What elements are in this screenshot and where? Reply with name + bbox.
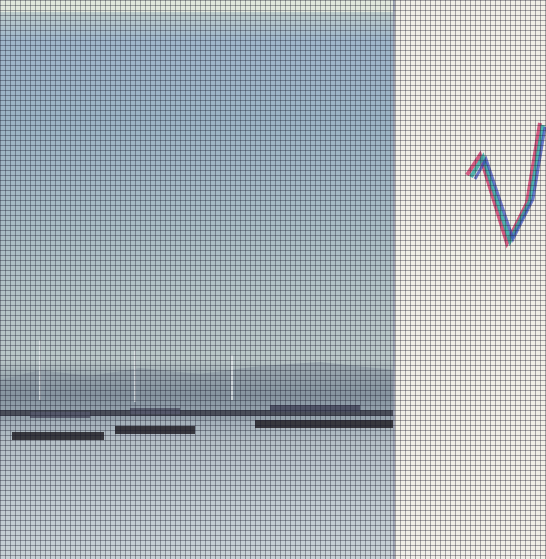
waterline [0,410,395,416]
photo-top-edge [0,0,395,12]
mast-lines [39,340,233,402]
blank-side-panel [395,0,546,559]
boat-hull [115,426,195,434]
harbor-photo [0,0,395,559]
boat-cabin [270,405,360,412]
boat-cabin [30,412,90,418]
checkmark-icon [465,122,546,249]
boat-hull [12,432,104,440]
boat-cabin [130,408,180,414]
dock-bar [255,420,395,428]
